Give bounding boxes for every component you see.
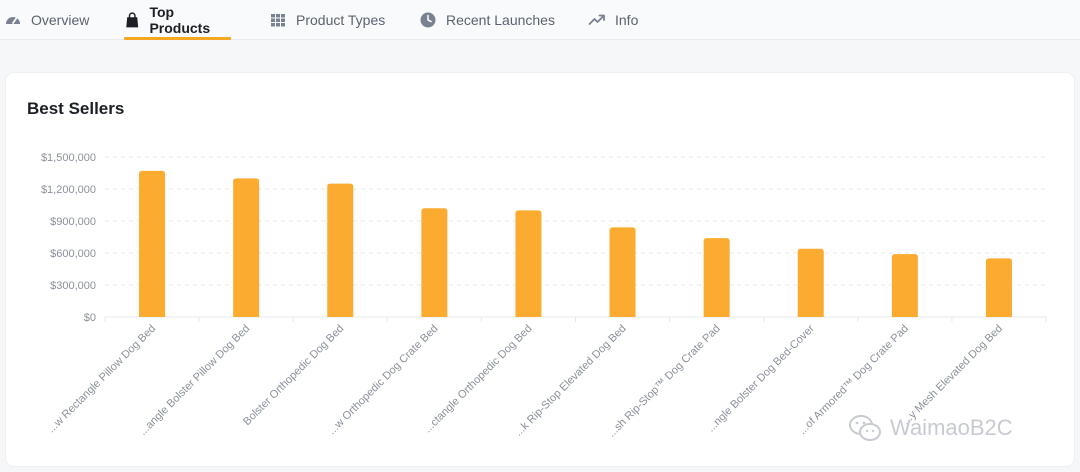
bar[interactable] <box>891 254 918 317</box>
bar[interactable] <box>139 170 166 317</box>
bar[interactable] <box>985 258 1012 317</box>
bar[interactable] <box>327 183 354 317</box>
tab-label: Product Types <box>296 12 386 28</box>
x-tick-label: ...w Rectangle Pillow Dog Bed <box>45 323 158 436</box>
wechat-icon <box>849 415 881 441</box>
card-title: Best Sellers <box>27 99 125 118</box>
y-tick-label: $600,000 <box>50 248 96 260</box>
tab-label: Overview <box>31 12 90 28</box>
x-tick-label: ...ctangle Orthopedic Dog Bed <box>422 323 535 436</box>
gauge-icon <box>6 17 20 24</box>
y-tick-label: $900,000 <box>50 216 96 228</box>
bar[interactable] <box>421 208 448 317</box>
bar[interactable] <box>797 248 824 317</box>
tab-label: Recent Launches <box>446 12 555 28</box>
tab-product-types[interactable]: Product Types <box>269 0 385 40</box>
watermark-text: WaimaoB2C <box>890 415 1013 440</box>
best-sellers-card: Best Sellers $0 $300,000 $600,000 $900,000 $… <box>6 73 1074 466</box>
clock-icon <box>420 12 436 28</box>
tab-label: Top Products <box>149 4 211 36</box>
x-tick-label: ...sh Rip-Stop™ Dog Crate Pad <box>606 323 723 440</box>
bar[interactable] <box>515 210 542 317</box>
x-tick-label: Bolster Orthopedic Dog Bed <box>241 323 346 428</box>
bar[interactable] <box>703 238 730 317</box>
tab-bar: Overview Top Products Product Types Rece… <box>0 0 1080 40</box>
shopping-bag-icon <box>126 12 139 28</box>
tab-overview[interactable]: Overview <box>4 0 89 40</box>
x-tick-label: ...ngle Bolster Dog Bed-Cover <box>705 322 817 434</box>
tab-info[interactable]: Info <box>588 0 638 40</box>
trend-up-icon <box>588 14 605 25</box>
tab-label: Info <box>615 12 639 28</box>
y-tick-label: $1,200,000 <box>41 184 96 196</box>
bar[interactable] <box>609 227 636 317</box>
tab-recent-launches[interactable]: Recent Launches <box>419 0 555 40</box>
x-tick-label: ...k Rip-Stop Elevated Dog Bed <box>513 323 629 439</box>
bar[interactable] <box>233 178 260 317</box>
tab-top-products[interactable]: Top Products <box>124 0 231 40</box>
x-tick-label: ...w Orthopedic Dog Crate Bed <box>326 323 440 437</box>
watermark: WaimaoB2C <box>848 412 1013 444</box>
grid-icon <box>271 14 285 27</box>
x-tick-label: ...angle Bolster Pillow Dog Bed <box>137 323 252 438</box>
y-tick-label: $1,500,000 <box>41 152 96 164</box>
y-tick-label: $300,000 <box>50 280 96 292</box>
best-sellers-chart: $0 $300,000 $600,000 $900,000 $1,200,000 $1,5… <box>41 152 1047 440</box>
y-tick-label: $0 <box>84 312 96 324</box>
